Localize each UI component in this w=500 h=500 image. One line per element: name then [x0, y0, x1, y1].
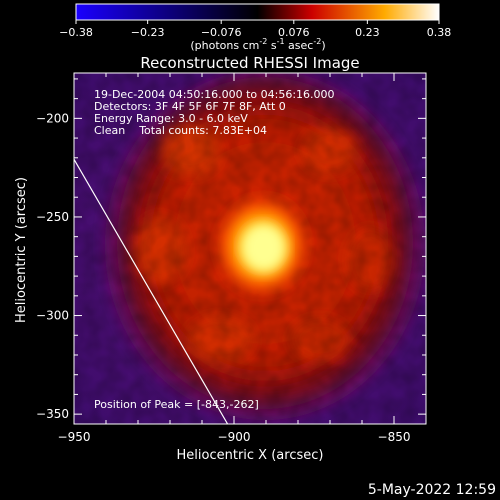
x-tick-label: −850: [378, 430, 411, 444]
colorbar: −0.38 −0.23 −0.076 0.076 0.23 0.38 (photons c…: [59, 3, 451, 52]
annotation-block: 19-Dec-2004 04:50:16.000 to 04:56:16.000…: [94, 88, 335, 137]
colorbar-unit-part: (photons cm: [190, 39, 259, 52]
colorbar-unit-part: ): [321, 39, 325, 52]
colorbar-tick-label: 0.076: [278, 26, 310, 39]
chart-title: Reconstructed RHESSI Image: [140, 54, 359, 72]
x-axis-label: Heliocentric X (arcsec): [177, 448, 324, 463]
colorbar-tick-label: 0.38: [427, 26, 452, 39]
colorbar-tick-label: 0.23: [355, 26, 380, 39]
colorbar-unit-exp: -2: [313, 37, 321, 46]
plot-frame: [73, 72, 427, 425]
colorbar-tick-label: −0.38: [59, 26, 93, 39]
y-tick-label: −300: [36, 309, 69, 323]
colorbar-ticks: −0.38 −0.23 −0.076 0.076 0.23 0.38: [59, 20, 451, 39]
colorbar-unit-exp: -2: [259, 37, 267, 46]
colorbar-unit-label: (photons cm-2 s-1 asec-2): [190, 37, 325, 52]
colorbar-tick-label: −0.076: [201, 26, 242, 39]
annotation-clean-counts: Clean Total counts: 7.83E+04: [94, 124, 267, 137]
peak-position-label: Position of Peak = [-843,-262]: [94, 398, 259, 411]
colorbar-tick-label: −0.23: [131, 26, 165, 39]
colorbar-unit-exp: -1: [277, 37, 285, 46]
x-tick-label: −900: [218, 430, 251, 444]
y-tick-label: −250: [36, 210, 69, 224]
annotation-energy-range: Energy Range: 3.0 - 6.0 keV: [94, 112, 248, 125]
solar-limb-line: [74, 158, 229, 424]
x-tick-label: −950: [58, 430, 91, 444]
peak-core: [242, 224, 286, 272]
y-axis-ticks: −200 −250 −300 −350: [36, 78, 426, 421]
colorbar-unit-part: asec: [285, 39, 314, 52]
image-panel: [74, 73, 426, 424]
annotation-time-range: 19-Dec-2004 04:50:16.000 to 04:56:16.000: [94, 88, 335, 101]
colorbar-gradient: [76, 4, 439, 20]
y-axis-label: Heliocentric Y (arcsec): [14, 177, 29, 323]
y-tick-label: −350: [36, 407, 69, 421]
annotation-detectors: Detectors: 3F 4F 5F 6F 7F 8F, Att 0: [94, 100, 286, 113]
colorbar-frame: [75, 3, 440, 21]
footer-timestamp: 5-May-2022 12:59: [367, 482, 496, 498]
y-tick-label: −200: [36, 111, 69, 125]
colorbar-unit-part: s: [267, 39, 276, 52]
x-axis-ticks: −950−900−850−800: [58, 73, 427, 444]
